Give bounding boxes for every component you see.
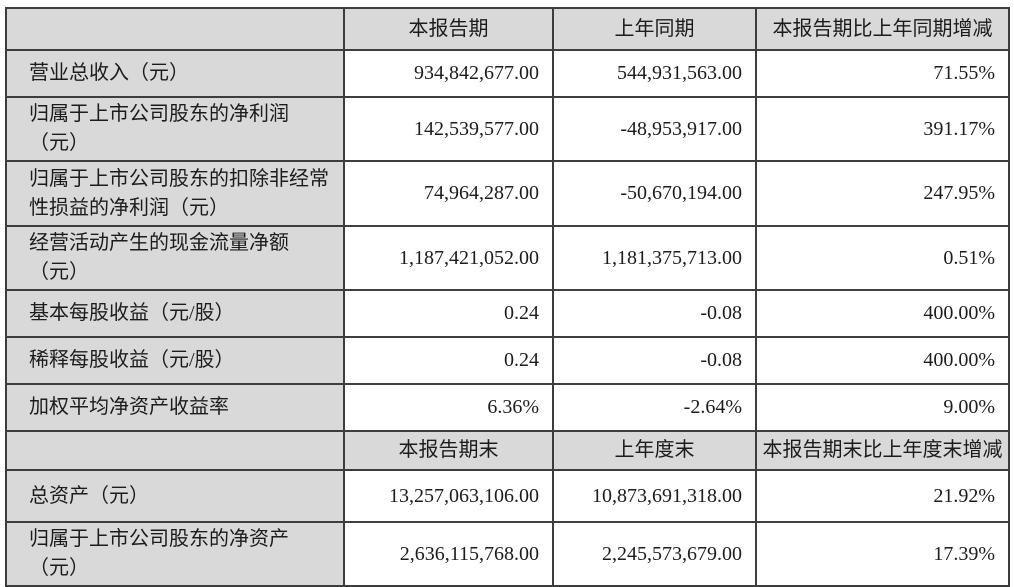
- value-prior-period: 10,873,691,318.00: [552, 469, 757, 523]
- value-current-period: 6.36%: [343, 383, 554, 432]
- value-current-period: 934,842,677.00: [343, 49, 554, 98]
- value-prior-period: -2.64%: [552, 383, 757, 432]
- value-prior-period: 2,245,573,679.00: [552, 521, 757, 587]
- metric-label: 归属于上市公司股东的净利润（元）: [5, 96, 345, 162]
- value-prior-period: 544,931,563.00: [552, 49, 757, 98]
- header-empty-cell: [5, 7, 345, 51]
- value-current-period: 142,539,577.00: [343, 96, 554, 162]
- value-change: 9.00%: [755, 383, 1010, 432]
- value-change: 400.00%: [755, 289, 1010, 338]
- table-row-net-assets: 归属于上市公司股东的净资产（元） 2,636,115,768.00 2,245,…: [5, 521, 1010, 587]
- metric-label: 加权平均净资产收益率: [5, 383, 345, 432]
- table-header-row-period-end: 本报告期末 上年度末 本报告期末比上年度末增减: [5, 430, 1010, 471]
- table-row-total-revenue: 营业总收入（元） 934,842,677.00 544,931,563.00 7…: [5, 49, 1010, 98]
- value-change: 21.92%: [755, 469, 1010, 523]
- metric-label: 经营活动产生的现金流量净额（元）: [5, 225, 345, 291]
- value-prior-period: -50,670,194.00: [552, 160, 757, 227]
- value-change: 0.51%: [755, 225, 1010, 291]
- value-change: 71.55%: [755, 49, 1010, 98]
- header-empty-cell: [5, 430, 345, 471]
- value-current-period: 13,257,063,106.00: [343, 469, 554, 523]
- header-prior-period: 上年同期: [552, 7, 757, 51]
- value-change: 17.39%: [755, 521, 1010, 587]
- metric-label: 归属于上市公司股东的扣除非经常性损益的净利润（元）: [5, 160, 345, 227]
- value-change: 400.00%: [755, 336, 1010, 385]
- table-header-row-period: 本报告期 上年同期 本报告期比上年同期增减: [5, 7, 1010, 51]
- metric-label: 归属于上市公司股东的净资产（元）: [5, 521, 345, 587]
- table-row-basic-eps: 基本每股收益（元/股） 0.24 -0.08 400.00%: [5, 289, 1010, 338]
- table-row-diluted-eps: 稀释每股收益（元/股） 0.24 -0.08 400.00%: [5, 336, 1010, 385]
- table-row-weighted-avg-roe: 加权平均净资产收益率 6.36% -2.64% 9.00%: [5, 383, 1010, 432]
- table-row-total-assets: 总资产（元） 13,257,063,106.00 10,873,691,318.…: [5, 469, 1010, 523]
- value-prior-period: -0.08: [552, 336, 757, 385]
- financial-report-page: 本报告期 上年同期 本报告期比上年同期增减 营业总收入（元） 934,842,6…: [5, 7, 1010, 587]
- metric-label: 营业总收入（元）: [5, 49, 345, 98]
- value-change: 247.95%: [755, 160, 1010, 227]
- table-row-net-profit: 归属于上市公司股东的净利润（元） 142,539,577.00 -48,953,…: [5, 96, 1010, 162]
- header-current-period-end: 本报告期末: [343, 430, 554, 471]
- header-prior-year-end: 上年度末: [552, 430, 757, 471]
- value-current-period: 1,187,421,052.00: [343, 225, 554, 291]
- value-current-period: 74,964,287.00: [343, 160, 554, 227]
- metric-label: 总资产（元）: [5, 469, 345, 523]
- header-current-period: 本报告期: [343, 7, 554, 51]
- value-prior-period: -48,953,917.00: [552, 96, 757, 162]
- value-prior-period: 1,181,375,713.00: [552, 225, 757, 291]
- value-prior-period: -0.08: [552, 289, 757, 338]
- value-current-period: 0.24: [343, 289, 554, 338]
- metric-label: 基本每股收益（元/股）: [5, 289, 345, 338]
- value-current-period: 0.24: [343, 336, 554, 385]
- value-change: 391.17%: [755, 96, 1010, 162]
- table-row-net-profit-excl-nonrecurring: 归属于上市公司股东的扣除非经常性损益的净利润（元） 74,964,287.00 …: [5, 160, 1010, 227]
- metric-label: 稀释每股收益（元/股）: [5, 336, 345, 385]
- value-current-period: 2,636,115,768.00: [343, 521, 554, 587]
- table-row-operating-cash-flow: 经营活动产生的现金流量净额（元） 1,187,421,052.00 1,181,…: [5, 225, 1010, 291]
- header-period-change: 本报告期比上年同期增减: [755, 7, 1010, 51]
- header-period-end-change: 本报告期末比上年度末增减: [755, 430, 1010, 471]
- financial-summary-table: 本报告期 上年同期 本报告期比上年同期增减 营业总收入（元） 934,842,6…: [5, 7, 1010, 587]
